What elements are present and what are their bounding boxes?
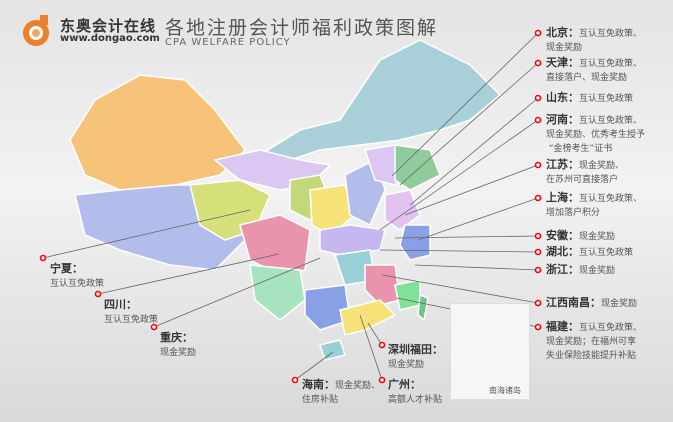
label-shandong: 山东：互认互免政策 (546, 91, 634, 104)
logo-mark (23, 15, 49, 46)
page-subtitle: CPA WELFARE POLICY (165, 37, 291, 48)
label-hainan: 海南：现金奖励、 住房补贴 (302, 378, 381, 405)
label-zhejiang: 浙江：现金奖励 (546, 263, 616, 276)
label-ningxia: 宁夏： 互认互免政策 (50, 262, 105, 289)
callout-lines (42, 32, 539, 381)
brand-url: www.dongao.com (60, 33, 160, 44)
label-jiangxi-nanchang: 江西南昌：现金奖励 (546, 296, 638, 309)
label-tianjin: 天津：互认互免政策、 直接落户、现金奖励 (546, 56, 643, 83)
label-anhui: 安徽：现金奖励 (546, 229, 616, 242)
page-title: 各地注册会计师福利政策图解 (165, 17, 439, 39)
label-beijing: 北京：互认互免政策、 现金奖励 (546, 26, 643, 53)
label-sichuan: 四川： 互认互免政策 (104, 298, 159, 325)
label-chongqing: 重庆： 现金奖励 (160, 331, 197, 358)
label-hubei: 湖北：互认互免政策 (546, 245, 634, 258)
label-guangzhou: 广州： 高额人才补贴 (388, 378, 443, 405)
south-china-sea-inset: 南海诸岛 (450, 303, 530, 400)
brand-name: 东奥会计在线 (60, 17, 157, 35)
label-jiangsu: 江苏：现金奖励、 在苏州可直接落户 (546, 158, 625, 185)
label-fujian: 福建：互认互免政策、 现金奖励；在福州可享 失业保险技能提升补贴 (546, 320, 643, 361)
region-markers (39, 29, 542, 384)
label-shenzhen-futian: 深圳福田： 现金奖励 (388, 343, 443, 370)
label-henan: 河南：互认互免政策、 现金奖励、优秀考生授予 “金榜考生”证书 (546, 113, 646, 154)
inset-label: 南海诸岛 (489, 386, 521, 395)
label-shanghai: 上海：互认互免政策、 增加落户积分 (546, 191, 643, 218)
province-shapes (69, 39, 502, 361)
